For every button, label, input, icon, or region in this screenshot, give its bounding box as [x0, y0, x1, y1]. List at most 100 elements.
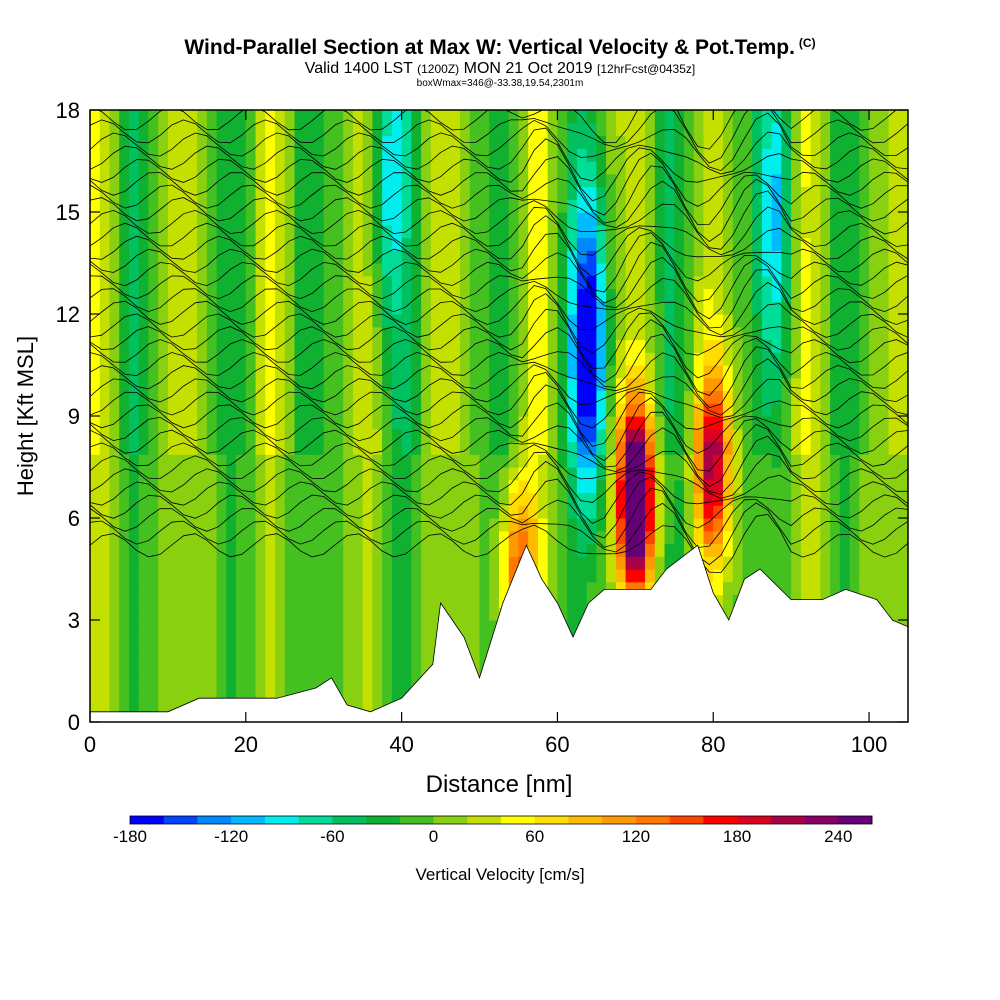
- field-cell: [839, 199, 851, 213]
- field-cell: [537, 352, 549, 366]
- field-cell: [859, 326, 870, 341]
- field-cell: [771, 479, 783, 494]
- field-cell: [567, 428, 578, 443]
- field-cell: [615, 390, 627, 404]
- field-cell: [479, 173, 490, 188]
- field-cell: [226, 518, 237, 532]
- field-cell: [275, 645, 286, 659]
- field-cell: [713, 428, 724, 443]
- field-cell: [528, 161, 539, 175]
- field-cell: [90, 658, 101, 672]
- field-cell: [304, 288, 315, 302]
- field-cell: [557, 390, 568, 404]
- field-cell: [362, 263, 374, 277]
- field-cell: [732, 263, 744, 277]
- field-cell: [781, 122, 792, 137]
- field-cell: [362, 479, 374, 494]
- field-cell: [216, 122, 227, 137]
- field-cell: [547, 275, 559, 290]
- field-cell: [839, 173, 851, 188]
- field-cell: [275, 658, 286, 672]
- field-cell: [128, 683, 140, 698]
- field-cell: [109, 224, 120, 239]
- field-cell: [323, 441, 335, 455]
- y-tick-label: 18: [56, 98, 80, 123]
- field-cell: [411, 569, 422, 583]
- field-cell: [197, 326, 208, 341]
- field-cell: [859, 173, 870, 188]
- field-cell: [119, 275, 130, 290]
- field-cell: [372, 505, 383, 519]
- field-cell: [752, 416, 763, 430]
- field-cell: [528, 428, 539, 443]
- field-cell: [391, 467, 403, 481]
- field-cell: [323, 148, 335, 162]
- field-cell: [771, 441, 783, 455]
- field-cell: [703, 543, 714, 557]
- field-cell: [606, 569, 617, 583]
- field-cell: [382, 479, 393, 494]
- field-cell: [352, 620, 364, 634]
- field-cell: [216, 594, 227, 608]
- field-cell: [469, 581, 481, 596]
- field-cell: [255, 250, 266, 264]
- field-cell: [859, 301, 870, 315]
- field-cell: [352, 518, 364, 532]
- field-cell: [411, 326, 422, 341]
- field-cell: [722, 326, 734, 341]
- field-cell: [128, 467, 140, 481]
- field-cell: [148, 390, 159, 404]
- field-cell: [187, 530, 198, 545]
- field-cell: [732, 403, 744, 417]
- field-cell: [654, 339, 666, 353]
- field-cell: [703, 390, 714, 404]
- field-cell: [615, 441, 627, 455]
- field-cell: [752, 365, 763, 379]
- field-cell: [275, 212, 286, 226]
- field-cell: [197, 416, 208, 430]
- field-cell: [99, 186, 111, 200]
- field-cell: [90, 620, 101, 634]
- field-cell: [382, 671, 393, 685]
- field-cell: [99, 212, 111, 226]
- field-cell: [820, 403, 831, 417]
- field-cell: [128, 275, 140, 290]
- field-cell: [742, 173, 753, 188]
- field-cell: [128, 492, 140, 506]
- field-cell: [674, 479, 685, 494]
- field-cell: [479, 454, 490, 468]
- field-cell: [664, 135, 675, 149]
- field-cell: [216, 288, 227, 302]
- field-cell: [284, 390, 296, 404]
- field-cell: [216, 454, 227, 468]
- field-cell: [791, 314, 802, 328]
- field-cell: [508, 212, 520, 226]
- field-cell: [245, 441, 257, 455]
- x-axis-label: Distance [nm]: [426, 771, 573, 798]
- field-cell: [206, 594, 218, 608]
- field-cell: [898, 224, 908, 239]
- field-cell: [859, 314, 870, 328]
- field-cell: [158, 148, 169, 162]
- field-cell: [761, 530, 773, 545]
- field-cell: [742, 441, 753, 455]
- field-cell: [810, 479, 821, 494]
- plot-area: [90, 110, 908, 722]
- field-cell: [294, 263, 305, 277]
- field-cell: [606, 314, 617, 328]
- field-cell: [197, 441, 208, 455]
- field-cell: [206, 454, 218, 468]
- field-cell: [752, 339, 763, 353]
- field-cell: [343, 403, 354, 417]
- field-cell: [284, 683, 296, 698]
- field-cell: [469, 250, 481, 264]
- field-cell: [654, 365, 666, 379]
- field-cell: [810, 135, 821, 149]
- field-cell: [255, 148, 266, 162]
- field-cell: [304, 403, 315, 417]
- field-cell: [830, 569, 841, 583]
- field-cell: [275, 390, 286, 404]
- field-cell: [187, 110, 198, 124]
- field-cell: [313, 428, 325, 443]
